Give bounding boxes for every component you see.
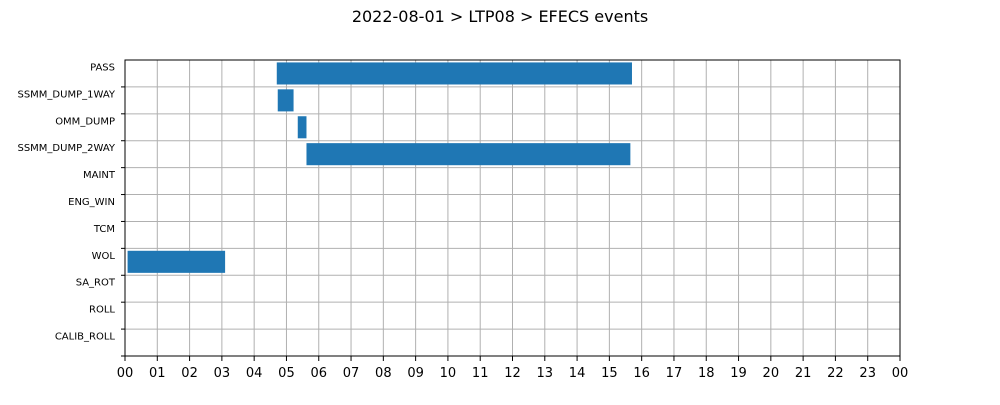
grid — [124, 60, 901, 356]
x-tick-label: 20 — [763, 366, 780, 381]
chart-title: 2022-08-01 > LTP08 > EFECS events — [352, 7, 648, 26]
x-tick-label: 23 — [859, 366, 876, 381]
x-tick-label: 10 — [440, 366, 457, 381]
x-tick-label: 11 — [472, 366, 489, 381]
x-axis: 00 01 02 03 04 05 06 07 08 09 10 11 12 13 14 15 16 17 18 19… — [117, 356, 909, 381]
x-tick-label: 21 — [795, 366, 812, 381]
x-tick-label: 05 — [278, 366, 295, 381]
y-tick-label: ENG_WIN — [68, 197, 115, 208]
x-tick-label: 00 — [117, 366, 134, 381]
y-tick-label: SSMM_DUMP_2WAY — [17, 143, 115, 154]
y-axis: PASS SSMM_DUMP_1WAY OMM_DUMP SSMM_DUMP_2WAY… — [17, 62, 125, 357]
y-tick-label: PASS — [90, 62, 115, 73]
bar-ssmm-dump-2way — [306, 143, 631, 166]
y-tick-label: CALIB_ROLL — [55, 332, 116, 343]
bars — [127, 62, 632, 273]
x-tick-label: 14 — [569, 366, 586, 381]
x-tick-label: 06 — [310, 366, 327, 381]
x-tick-label: 17 — [666, 366, 683, 381]
x-tick-label: 03 — [214, 366, 231, 381]
y-tick-label: TCM — [93, 224, 115, 235]
x-tick-label: 02 — [181, 366, 198, 381]
x-tick-label: 01 — [149, 366, 166, 381]
y-tick-label: SSMM_DUMP_1WAY — [17, 89, 115, 100]
x-tick-label: 04 — [246, 366, 263, 381]
x-tick-label: 12 — [504, 366, 521, 381]
x-tick-label: 22 — [827, 366, 844, 381]
x-tick-label: 15 — [601, 366, 618, 381]
x-tick-label: 07 — [343, 366, 360, 381]
x-tick-label: 09 — [407, 366, 424, 381]
x-tick-label: 08 — [375, 366, 392, 381]
x-tick-label: 13 — [537, 366, 554, 381]
y-tick-label: MAINT — [83, 170, 116, 181]
y-tick-label: ROLL — [89, 305, 115, 316]
y-tick-label: OMM_DUMP — [55, 116, 115, 127]
y-tick-label: SA_ROT — [76, 278, 116, 289]
bar-ssmm-dump-1way — [277, 89, 294, 112]
x-tick-label: 19 — [730, 366, 747, 381]
y-tick-label: WOL — [92, 251, 116, 262]
x-tick-label: 16 — [633, 366, 650, 381]
bar-omm-dump — [297, 116, 307, 139]
x-tick-label: 18 — [698, 366, 715, 381]
bar-wol — [127, 250, 226, 273]
x-tick-label: 00 — [892, 366, 909, 381]
bar-pass — [276, 62, 632, 85]
